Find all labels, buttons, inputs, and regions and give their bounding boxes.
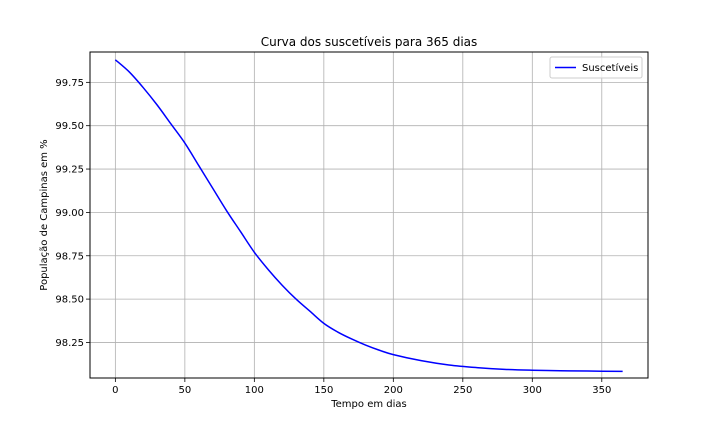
y-tick-label: 99.00 — [55, 208, 84, 219]
x-axis-label: Tempo em dias — [330, 399, 406, 410]
ticks-layer: 0 50 100 150 200 250 300 350 98.25 98.50 98.75 99.0… — [55, 78, 611, 396]
x-tick-label: 50 — [178, 385, 191, 396]
grid-layer — [90, 52, 648, 378]
x-tick-label: 0 — [112, 385, 118, 396]
x-tick-label: 150 — [314, 385, 333, 396]
plot-frame — [89, 51, 649, 379]
y-tick-label: 99.75 — [55, 78, 84, 89]
y-tick-label: 99.50 — [55, 121, 84, 132]
legend: Suscetíveis — [549, 56, 643, 79]
x-tick-label: 200 — [384, 385, 403, 396]
x-tick-label: 250 — [453, 385, 472, 396]
y-tick-label: 98.25 — [55, 338, 84, 349]
y-tick-label: 98.50 — [55, 295, 84, 306]
y-axis-label: População de Campinas em % — [39, 139, 50, 290]
x-tick-label: 100 — [245, 385, 264, 396]
series-layer — [114, 59, 623, 373]
x-tick-label: 350 — [592, 385, 611, 396]
y-tick-label: 98.75 — [55, 251, 84, 262]
chart-title: Curva dos suscetíveis para 365 dias — [261, 35, 478, 49]
x-tick-label: 300 — [523, 385, 542, 396]
y-tick-label: 99.25 — [55, 165, 84, 176]
series-line-suscetiveis — [114, 59, 623, 373]
legend-box — [549, 56, 643, 79]
legend-label-suscetiveis: Suscetíveis — [582, 62, 638, 74]
